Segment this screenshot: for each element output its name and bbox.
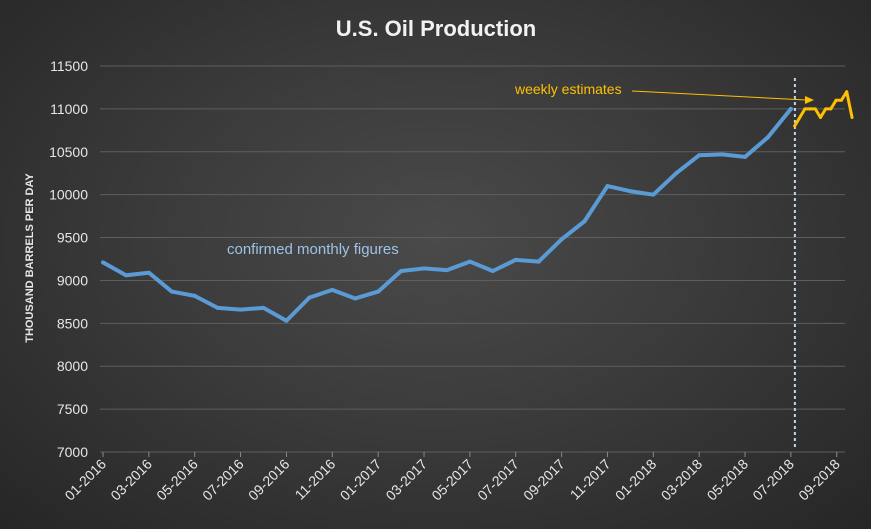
y-axis-label: THOUSAND BARRELS PER DAY [24, 173, 36, 343]
weekly-data-point [808, 107, 812, 111]
x-tick-label: 07-2017 [474, 456, 522, 504]
weekly-data-point [839, 98, 843, 102]
monthly-data-point [330, 287, 335, 292]
monthly-data-point [674, 171, 679, 176]
monthly-data-point [582, 219, 587, 224]
weekly-data-point [798, 115, 802, 119]
monthly-data-point [192, 293, 197, 298]
monthly-data-point [353, 296, 358, 301]
monthly-data-point [169, 289, 174, 294]
monthly-data-point [651, 192, 656, 197]
y-tick-label: 7500 [57, 401, 88, 417]
x-tick-label: 11-2017 [567, 456, 614, 503]
monthly-data-point [399, 269, 404, 274]
monthly-annotation: confirmed monthly figures [227, 241, 399, 258]
monthly-series-line [102, 107, 793, 323]
y-tick-labels: 7000 7500 8000 8500 9000 9500 10000 10500 11000 1… [49, 58, 88, 460]
monthly-data-point [536, 259, 541, 264]
monthly-data-point [101, 260, 105, 265]
monthly-data-point [628, 189, 633, 194]
chart-title: U.S. Oil Production [336, 16, 536, 41]
weekly-data-point [803, 107, 807, 111]
x-tick-label: 07-2016 [199, 456, 247, 504]
monthly-data-point [467, 259, 472, 264]
monthly-data-point [559, 237, 564, 242]
x-tick-label: 03-2018 [658, 456, 706, 504]
x-tick-label: 09-2016 [245, 456, 293, 504]
weekly-data-point [845, 90, 849, 94]
monthly-data-point [284, 318, 289, 323]
weekly-data-point [818, 115, 822, 119]
monthly-data-point [146, 270, 151, 275]
y-tick-label: 8000 [57, 358, 88, 374]
monthly-data-point [215, 305, 220, 310]
x-tick-label: 05-2016 [153, 456, 201, 504]
monthly-data-point [261, 305, 266, 310]
x-tick-labels: 01-201603-201605-201607-201609-201611-20… [61, 452, 843, 503]
x-tick-label: 05-2018 [704, 456, 752, 504]
monthly-data-point [788, 106, 793, 111]
monthly-data-point [765, 135, 770, 140]
monthly-data-point [123, 273, 128, 278]
weekly-annotation: weekly estimates [514, 81, 622, 97]
x-tick-label: 01-2016 [61, 456, 109, 504]
x-tick-label: 01-2017 [337, 456, 385, 504]
monthly-data-points [101, 106, 793, 323]
monthly-data-point [444, 268, 449, 273]
monthly-data-point [307, 295, 312, 300]
y-tick-label: 11000 [50, 101, 88, 117]
x-tick-label: 03-2016 [107, 456, 155, 504]
monthly-data-point [743, 154, 748, 159]
x-tick-label: 07-2018 [749, 456, 797, 504]
weekly-data-point [824, 107, 828, 111]
x-tick-label: 01-2018 [612, 456, 660, 504]
monthly-data-point [490, 269, 495, 274]
x-tick-label: 09-2018 [795, 456, 843, 504]
y-tick-label: 11500 [50, 58, 88, 74]
monthly-data-point [238, 307, 243, 312]
y-tick-label: 10500 [49, 144, 88, 160]
weekly-data-point [813, 107, 817, 111]
x-tick-label: 03-2017 [382, 456, 430, 504]
x-tick-label: 05-2017 [428, 456, 476, 504]
monthly-data-point [513, 257, 518, 262]
weekly-data-point [829, 107, 833, 111]
x-tick-label: 09-2017 [520, 456, 568, 504]
gridlines [100, 65, 845, 453]
weekly-data-points [793, 90, 854, 128]
monthly-data-point [720, 152, 725, 157]
x-tick-label: 11-2016 [292, 456, 339, 503]
weekly-series-line [793, 90, 854, 127]
y-tick-label: 9000 [57, 272, 88, 288]
annotation-arrowhead [805, 96, 814, 104]
monthly-data-point [697, 153, 702, 158]
y-tick-label: 7000 [57, 444, 88, 460]
weekly-data-point [850, 115, 854, 119]
y-tick-label: 9500 [57, 230, 88, 246]
monthly-data-point [605, 184, 610, 189]
y-tick-label: 8500 [57, 315, 88, 331]
y-tick-label: 10000 [49, 187, 88, 203]
monthly-data-point [376, 289, 381, 294]
weekly-data-point [793, 124, 797, 128]
annotation-arrow-line [631, 90, 807, 101]
monthly-data-point [422, 266, 427, 271]
weekly-data-point [834, 98, 838, 102]
